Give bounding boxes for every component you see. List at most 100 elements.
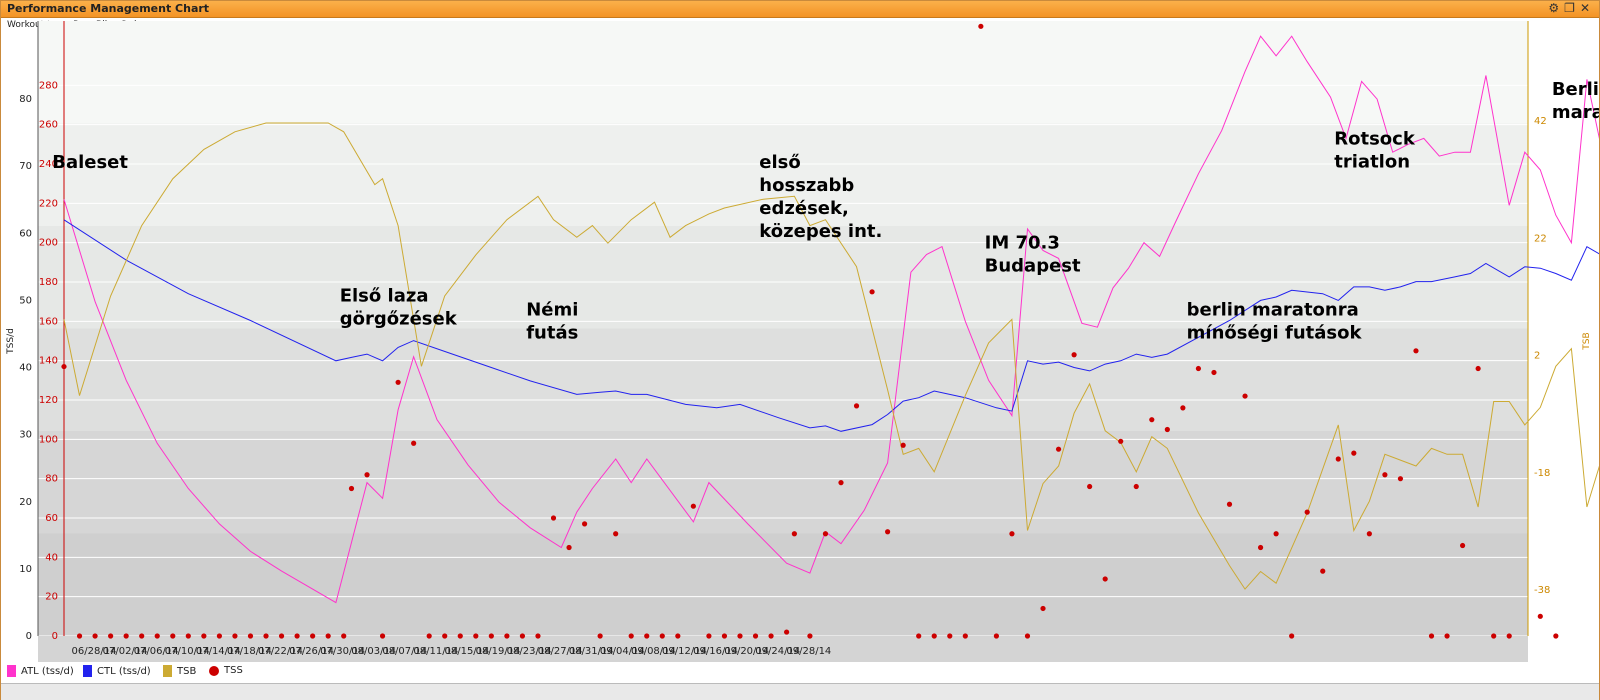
y-tss-tick-label: 280 — [39, 80, 58, 91]
tss-point — [628, 633, 634, 639]
x-tick-label: 07/02/14 — [103, 646, 148, 657]
y-tss-tick-label: 20 — [45, 592, 58, 603]
tss-point — [1133, 483, 1139, 490]
chart-annotation-line: Rotsock — [1334, 128, 1416, 149]
x-tick-label: 09/16/14 — [693, 646, 738, 657]
x-tick-label: 07/26/14 — [289, 646, 334, 657]
tss-point — [247, 633, 254, 639]
restore-icon[interactable]: ❐ — [1564, 1, 1580, 15]
x-tick-label: 07/18/14 — [227, 646, 272, 657]
x-tick-label: 09/08/14 — [631, 646, 676, 657]
legend-item-tsb[interactable]: TSB — [163, 665, 196, 677]
y-right-tick-label: 42 — [1534, 116, 1547, 127]
chart-annotation: berlin maratonra mínőségi futások — [1187, 299, 1363, 343]
y-right-tick-label: 22 — [1534, 233, 1547, 244]
legend-item-atl[interactable]: ATL (tss/d) — [7, 665, 74, 677]
tss-point — [1289, 633, 1295, 639]
close-icon[interactable]: ✕ — [1579, 1, 1595, 15]
tss-point — [1118, 438, 1124, 444]
tss-point — [1553, 633, 1559, 639]
tss-point — [1149, 417, 1155, 423]
tss-point — [947, 633, 953, 639]
legend-dot-tss — [209, 665, 219, 676]
tss-point — [395, 379, 401, 385]
tss-point — [838, 480, 844, 486]
chart-annotation: Első laza görgőzések — [340, 286, 458, 330]
tss-point — [1506, 633, 1512, 639]
y-left-tick-label: 80 — [19, 94, 32, 105]
tss-point — [232, 633, 238, 639]
tss-point — [1087, 483, 1093, 490]
tss-point — [170, 633, 176, 639]
tss-point — [1537, 613, 1543, 619]
tss-point — [504, 633, 510, 639]
background-band — [38, 123, 1528, 227]
tss-point — [1102, 576, 1108, 582]
background-band — [38, 431, 1528, 535]
x-tick-label: 09/12/14 — [662, 646, 707, 657]
tss-point — [1180, 405, 1186, 411]
x-tick-label: 07/10/14 — [165, 646, 210, 657]
tss-point — [690, 503, 696, 509]
tss-point — [519, 633, 526, 639]
x-tick-label: 07/14/14 — [196, 646, 241, 657]
legend-swatch-atl — [7, 665, 16, 677]
y-tss-tick-label: 100 — [39, 434, 58, 445]
legend-label-tss: TSS — [224, 665, 243, 676]
tss-point — [488, 633, 494, 639]
y-tss-tick-label: 200 — [39, 238, 58, 249]
tss-point — [1164, 426, 1170, 433]
tss-point — [426, 633, 432, 639]
x-tick-label: 07/30/14 — [320, 646, 365, 657]
y-right-tick-label: -38 — [1534, 585, 1550, 596]
tss-point — [263, 633, 269, 639]
tss-point — [1304, 509, 1310, 515]
background-band — [38, 226, 1528, 330]
tss-point — [613, 531, 619, 537]
chart-annotation: IM 70.3 Budapest — [985, 233, 1081, 277]
tss-point — [721, 633, 728, 639]
legend-label-tsb: TSB — [177, 665, 197, 677]
x-tick-label: 09/28/14 — [786, 646, 831, 657]
x-tick-label: 08/07/14 — [382, 646, 427, 657]
tss-point — [1009, 531, 1015, 537]
chart-annotation-line: mínőségi futások — [1187, 322, 1363, 343]
tss-point — [325, 633, 331, 639]
tss-point — [768, 633, 774, 639]
x-tick-label: 09/20/14 — [724, 646, 769, 657]
tss-point — [885, 529, 891, 535]
tss-point — [978, 23, 984, 29]
chart-annotation-line: maraton — [1552, 102, 1599, 123]
tss-point — [364, 472, 370, 478]
x-tick-label: 08/27/14 — [538, 646, 583, 657]
tss-point — [535, 633, 541, 639]
tss-point — [752, 633, 759, 639]
legend-item-tss[interactable]: TSS — [209, 665, 243, 676]
y-left-tick-label: 0 — [26, 631, 32, 642]
background-band — [38, 21, 1528, 125]
legend-item-ctl[interactable]: CTL (tss/d) — [83, 665, 151, 677]
y-left-tick-label: 10 — [19, 564, 32, 575]
x-axis-strip — [38, 636, 1528, 662]
tss-point — [185, 633, 191, 639]
background-band — [38, 533, 1528, 637]
y-tss-tick-label: 140 — [39, 356, 58, 367]
x-tick-label: 07/06/14 — [134, 646, 179, 657]
tss-point — [581, 521, 588, 527]
tss-point — [201, 633, 207, 639]
gear-icon[interactable]: ⚙ — [1548, 1, 1565, 15]
tss-point — [1382, 472, 1388, 478]
tss-point — [1428, 633, 1435, 639]
tsb-series-line — [63, 122, 1599, 590]
chart-annotation-line: triatlon — [1334, 151, 1410, 172]
y-tss-tick-label: 260 — [39, 120, 58, 131]
y-tss-tick-label: 240 — [39, 159, 58, 170]
chart-annotation-line: első — [759, 152, 800, 173]
window-title: Performance Management Chart — [7, 2, 210, 15]
window-titlebar[interactable]: Performance Management Chart ⚙❐✕ — [1, 1, 1599, 18]
tss-point — [675, 633, 681, 639]
tss-point — [457, 633, 463, 639]
tss-point — [993, 633, 1000, 639]
chart-annotation: első hosszabb edzések, közepes int. — [759, 152, 882, 242]
